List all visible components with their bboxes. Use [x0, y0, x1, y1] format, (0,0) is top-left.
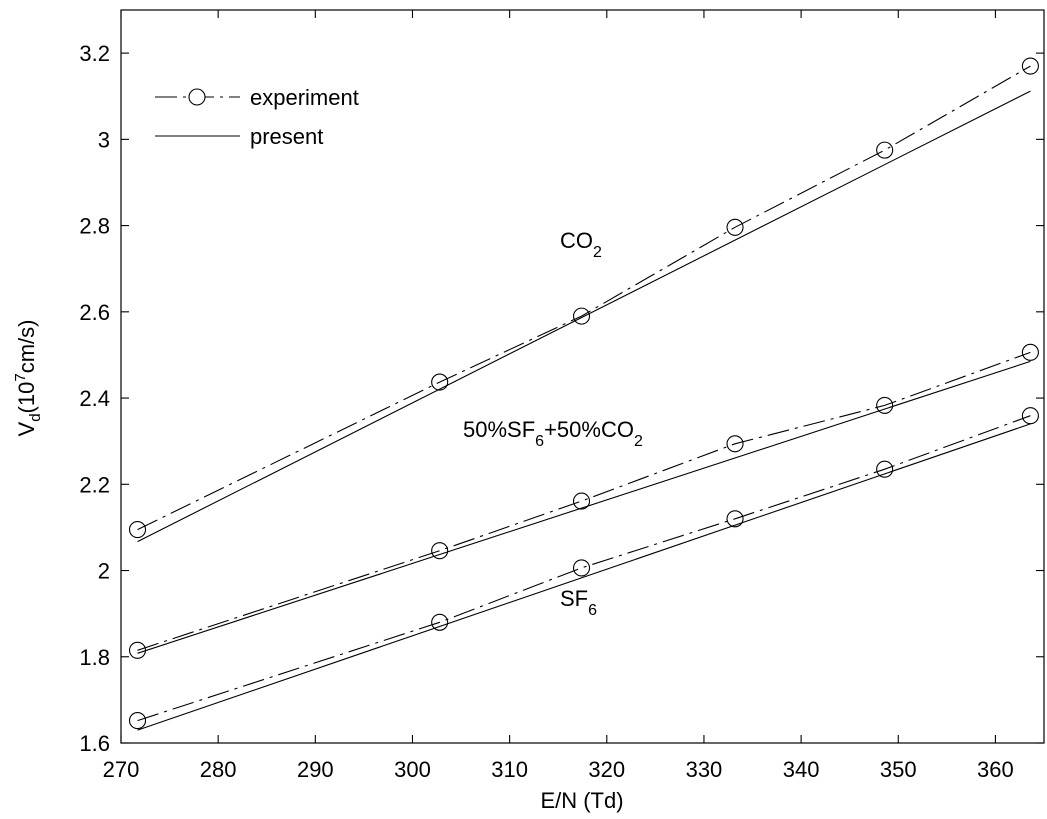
- y-tick-label: 1.8: [79, 645, 110, 670]
- sf6-experiment-line: [137, 415, 1031, 722]
- co2-experiment-point: [1021, 57, 1039, 75]
- x-tick-label: 340: [783, 757, 820, 782]
- annotation-mix: 50%SF6+50%CO2: [463, 417, 643, 450]
- sf6-experiment-point: [431, 613, 449, 631]
- legend-present-label: present: [250, 124, 323, 149]
- annotation-sf6: SF6: [560, 586, 597, 619]
- mix-experiment-line: [137, 351, 1031, 651]
- y-tick-label: 2.4: [79, 386, 110, 411]
- co2-present-line: [137, 90, 1031, 543]
- x-tick-label: 310: [491, 757, 528, 782]
- y-tick-label: 2.8: [79, 214, 110, 239]
- co2-experiment-point: [572, 307, 591, 325]
- mix-experiment-point: [431, 542, 449, 560]
- svg-text:Vd(107cm/s): Vd(107cm/s): [12, 320, 44, 437]
- x-tick-label: 320: [588, 757, 625, 782]
- y-tick-label: 2.6: [79, 300, 110, 325]
- x-tick-label: 300: [394, 757, 431, 782]
- legend-experiment-label: experiment: [250, 85, 359, 110]
- y-tick-label: 3: [98, 127, 110, 152]
- annotations: CO2 50%SF6+50%CO2 SF6: [463, 228, 643, 619]
- y-tick-label: 2: [98, 559, 110, 584]
- y-tick-label: 1.6: [79, 731, 110, 756]
- mix-experiment-point: [1021, 343, 1039, 361]
- sf6-experiment-point: [572, 559, 591, 577]
- co2-experiment-point: [431, 373, 449, 391]
- x-tick-label: 350: [880, 757, 917, 782]
- x-axis-ticks: 270 280 290 300 310 320 330 340 350 360: [103, 10, 1014, 782]
- co2-experiment-point: [726, 218, 744, 236]
- co2-experiment-point: [876, 141, 894, 159]
- mix-experiment-point: [572, 492, 591, 510]
- mix-experiment-point: [726, 435, 744, 453]
- sf6-experiment-point: [128, 712, 147, 730]
- plot-frame: [120, 9, 1045, 744]
- x-tick-label: 330: [686, 757, 723, 782]
- series-layer: [128, 57, 1039, 731]
- co2-experiment-point: [128, 521, 147, 539]
- annotation-co2: CO2: [560, 228, 602, 261]
- mix-experiment-point: [876, 396, 894, 414]
- sf6-experiment-point: [726, 510, 744, 528]
- x-axis-label: E/N (Td): [540, 788, 623, 813]
- x-tick-label: 270: [103, 757, 140, 782]
- y-tick-label: 2.2: [79, 472, 110, 497]
- sf6-present-line: [137, 423, 1031, 731]
- x-tick-label: 280: [200, 757, 237, 782]
- x-tick-label: 290: [297, 757, 334, 782]
- sf6-experiment-point: [876, 460, 894, 478]
- legend: experiment present: [155, 85, 359, 149]
- y-axis-ticks: 1.6 1.8 2 2.2 2.4 2.6 2.8 3 3.2: [79, 41, 1044, 756]
- y-tick-label: 3.2: [79, 41, 110, 66]
- sf6-experiment-point: [1021, 407, 1039, 425]
- mix-present-line: [137, 360, 1031, 654]
- co2-experiment-line: [137, 65, 1031, 531]
- x-tick-label: 360: [977, 757, 1014, 782]
- y-axis-label: Vd(107cm/s): [12, 320, 44, 437]
- legend-experiment-marker: [188, 88, 206, 106]
